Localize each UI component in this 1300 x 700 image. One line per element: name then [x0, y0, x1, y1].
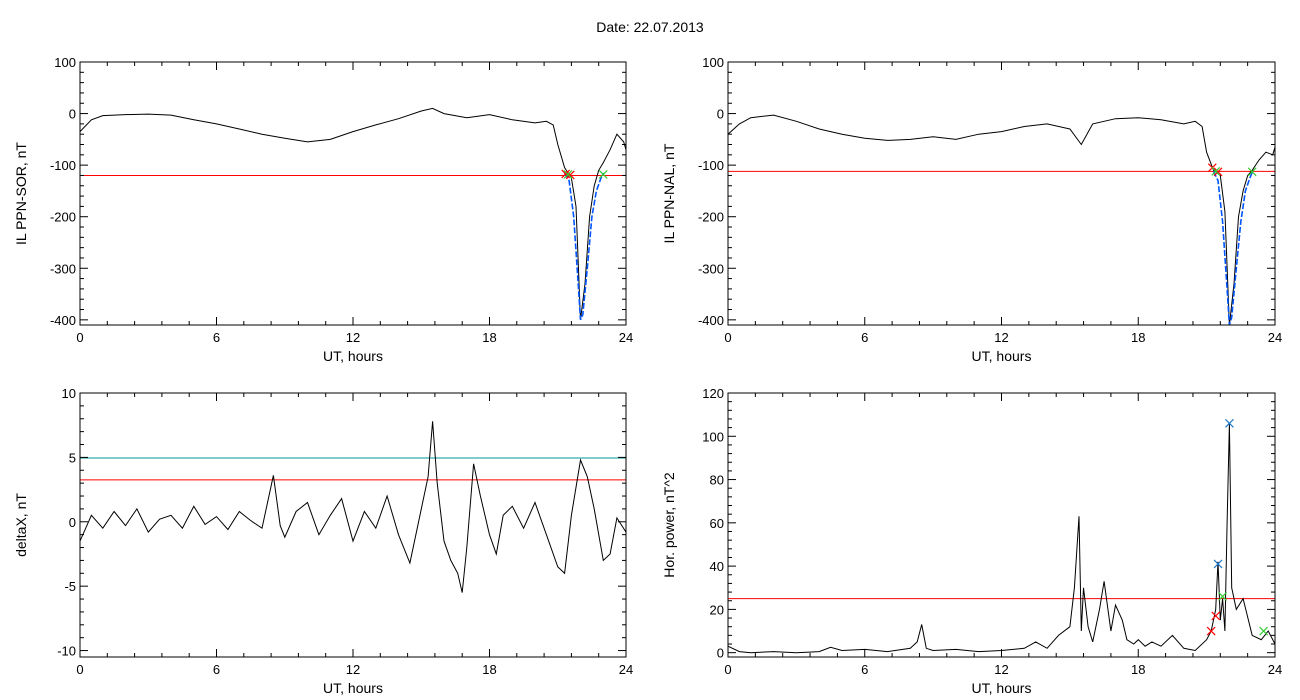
x-tick-label: 12 [346, 330, 360, 345]
y-tick-label: 5 [69, 450, 76, 465]
x-axis-label: UT, hours [323, 680, 383, 696]
fit-line [563, 172, 605, 321]
y-tick-label: 120 [702, 386, 724, 401]
y-tick-label: 0 [69, 107, 76, 122]
x-tick-label: 6 [213, 330, 220, 345]
y-tick-label: -300 [698, 261, 724, 276]
x-tick-label: 18 [482, 330, 496, 345]
x-tick-label: 24 [1268, 662, 1282, 677]
x-tick-label: 12 [994, 330, 1008, 345]
y-tick-label: 100 [702, 429, 724, 444]
y-tick-label: 0 [717, 107, 724, 122]
y-tick-label: -10 [57, 644, 76, 659]
data-point-marker [565, 170, 575, 180]
y-tick-label: 100 [54, 55, 76, 70]
data-point-marker [1206, 626, 1216, 636]
data-point-marker [563, 169, 573, 179]
y-tick-label: 10 [62, 386, 76, 401]
x-tick-label: 18 [482, 662, 496, 677]
y-tick-label: -200 [50, 210, 76, 225]
x-tick-label: 6 [861, 662, 868, 677]
x-tick-label: 0 [724, 662, 731, 677]
y-tick-label: 80 [710, 473, 724, 488]
x-tick-label: 24 [619, 662, 633, 677]
y-tick-label: -100 [50, 158, 76, 173]
page-title: Date: 22.07.2013 [596, 19, 704, 35]
x-tick-label: 24 [619, 330, 633, 345]
data-point-marker [1213, 559, 1223, 569]
chart-panel-il-nal: 0 6 12 18 24 -400 -300 -200 -100 0 100 UT, hours IL … [661, 55, 1282, 364]
plot-frame [727, 392, 1276, 658]
y-tick-label: 20 [710, 602, 724, 617]
chart-panel-il-sor: 0 6 12 18 24 -400 -300 -200 -100 0 100 UT, hours IL … [13, 55, 633, 364]
y-tick-label: -200 [698, 210, 724, 225]
x-tick-label: 0 [724, 330, 731, 345]
series-line [80, 107, 626, 320]
chart-panel-deltax: 0 6 12 18 24 -10 -5 0 5 10 UT, hours deltaX, nT [13, 386, 633, 696]
y-axis-label: deltaX, nT [13, 493, 29, 557]
y-tick-label: -400 [698, 313, 724, 328]
x-tick-label: 24 [1268, 330, 1282, 345]
x-tick-label: 6 [861, 330, 868, 345]
y-tick-label: 60 [710, 516, 724, 531]
x-tick-label: 12 [346, 662, 360, 677]
y-tick-label: 0 [717, 646, 724, 661]
x-axis-label: UT, hours [972, 348, 1032, 364]
y-tick-label: 0 [69, 515, 76, 530]
y-axis-label: Hor. power, nT^2 [661, 472, 677, 578]
y-tick-label: 40 [710, 559, 724, 574]
series-line [80, 421, 626, 593]
y-tick-label: -400 [50, 313, 76, 328]
y-tick-label: -100 [698, 158, 724, 173]
plot-frame [79, 392, 627, 658]
y-tick-label: -5 [64, 579, 76, 594]
plot-frame [727, 61, 1276, 326]
fit-line [1212, 170, 1253, 325]
data-point-marker [1213, 167, 1223, 177]
x-axis-label: UT, hours [323, 348, 383, 364]
y-axis-label: IL PPN-SOR, nT [13, 142, 29, 245]
x-axis-label: UT, hours [972, 680, 1032, 696]
x-tick-label: 0 [76, 662, 83, 677]
plot-frame [79, 61, 627, 326]
data-point-marker [1211, 611, 1221, 621]
y-tick-label: 100 [702, 55, 724, 70]
y-tick-label: -300 [50, 261, 76, 276]
y-axis-label: IL PPN-NAL, nT [661, 143, 677, 243]
data-point-marker [1224, 418, 1234, 428]
x-tick-label: 0 [76, 330, 83, 345]
data-point-marker [1218, 591, 1228, 601]
x-tick-label: 6 [213, 662, 220, 677]
series-line [728, 114, 1275, 325]
x-tick-label: 12 [994, 662, 1008, 677]
x-tick-label: 18 [1131, 330, 1145, 345]
data-point-marker [1259, 626, 1269, 636]
data-point-marker [1247, 167, 1257, 177]
x-tick-label: 18 [1131, 662, 1145, 677]
chart-panel-hor-power: 0 6 12 18 24 0 20 40 60 80 100 120 UT, hours Hor. pow… [661, 386, 1282, 696]
data-point-marker [598, 169, 608, 179]
series-line [728, 423, 1275, 654]
data-point-marker [1211, 166, 1221, 176]
